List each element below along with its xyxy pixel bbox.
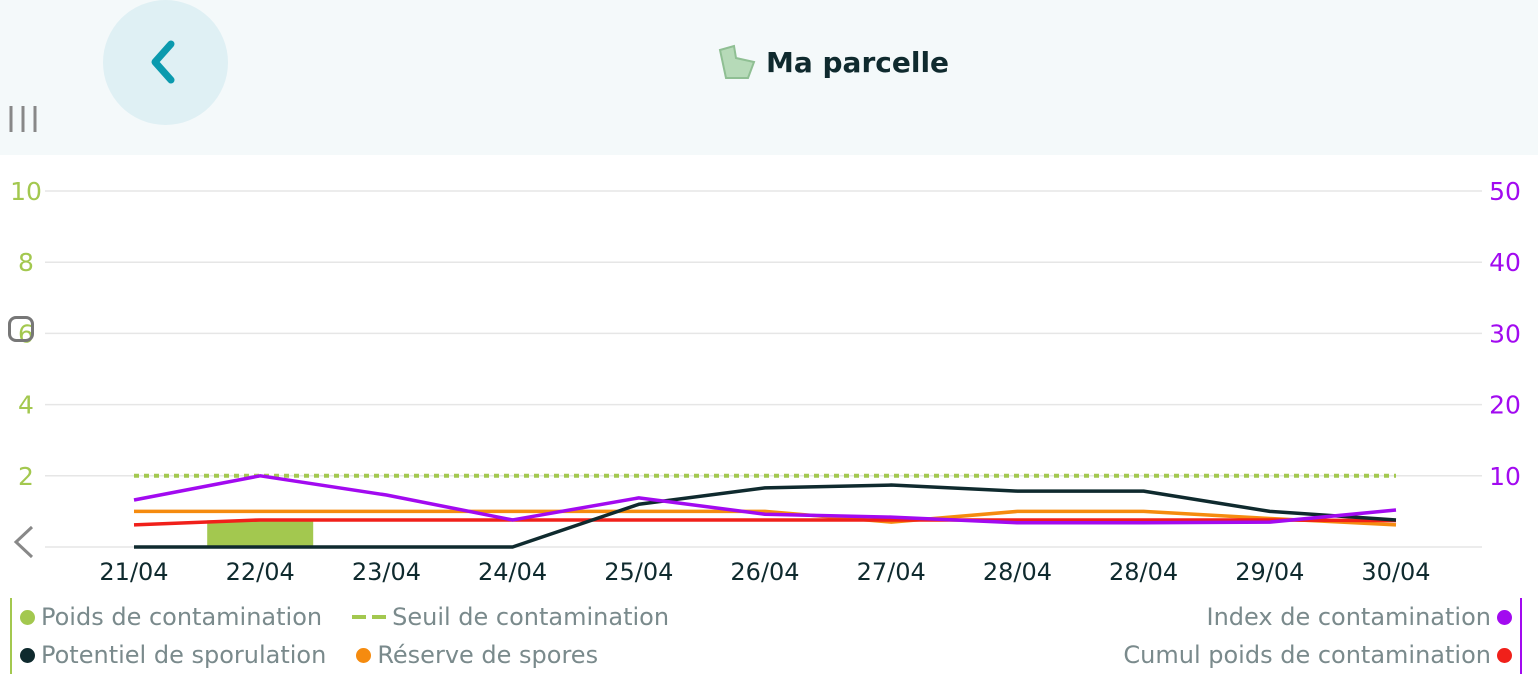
recent-apps-icon[interactable] (8, 104, 40, 134)
dot-icon (20, 647, 35, 663)
x-tick-label: 21/04 (99, 558, 168, 586)
x-tick-label: 28/04 (1109, 558, 1178, 586)
legend-left: Poids de contamination Seuil de contamin… (10, 598, 669, 674)
legend-poids[interactable]: Poids de contamination (20, 603, 322, 631)
dot-icon (1497, 647, 1512, 663)
dash-icon (352, 615, 387, 619)
legend-index[interactable]: Index de contamination (1207, 603, 1512, 631)
page-title-text: Ma parcelle (766, 45, 950, 79)
legend-right: Index de contamination Cumul poids de co… (1123, 598, 1522, 674)
legend-label: Poids de contamination (41, 603, 323, 631)
x-tick-label: 24/04 (478, 558, 547, 586)
chevron-left-icon (151, 40, 175, 84)
y-right-tick-label: 10 (1489, 462, 1521, 491)
y-left-tick-label: 4 (18, 391, 34, 420)
legend-sporulation[interactable]: Potentiel de sporulation (20, 641, 326, 669)
x-tick-label: 26/04 (730, 558, 799, 586)
home-icon[interactable] (8, 316, 34, 342)
legend-label: Potentiel de sporulation (41, 641, 327, 669)
parcel-map-icon (718, 44, 756, 79)
x-tick-label: 25/04 (604, 558, 673, 586)
dot-icon (356, 647, 372, 663)
legend-label: Index de contamination (1206, 603, 1491, 631)
x-tick-label: 22/04 (226, 558, 295, 586)
legend-seuil[interactable]: Seuil de contamination (352, 603, 669, 631)
legend-label: Cumul poids de contamination (1123, 641, 1491, 669)
x-tick-label: 30/04 (1361, 558, 1430, 586)
app-header: Ma parcelle (0, 0, 1538, 155)
y-right-tick-label: 50 (1489, 177, 1521, 206)
x-tick-label: 23/04 (352, 558, 421, 586)
y-right-tick-label: 30 (1489, 319, 1521, 348)
dot-icon (1497, 609, 1512, 625)
series-line-cumul-poids-de-contamination (133, 518, 1397, 527)
y-right-tick-label: 40 (1489, 248, 1521, 277)
series-line-potentiel-de-sporulation (134, 483, 1397, 549)
x-tick-label: 28/04 (983, 558, 1052, 586)
y-left-tick-label: 10 (10, 177, 42, 206)
legend-cumul[interactable]: Cumul poids de contamination (1123, 641, 1512, 669)
legend-label: Réserve de spores (377, 641, 599, 669)
series-line-index-de-contamination (133, 474, 1397, 525)
system-back-icon[interactable] (12, 525, 36, 559)
x-tick-label: 29/04 (1235, 558, 1304, 586)
y-right-tick-label: 20 (1489, 391, 1521, 420)
back-button[interactable] (103, 0, 228, 125)
y-left-tick-label: 2 (18, 462, 34, 491)
legend-reserve[interactable]: Réserve de spores (356, 641, 598, 669)
x-tick-label: 27/04 (857, 558, 926, 586)
page-title: Ma parcelle (718, 44, 949, 80)
y-left-tick-label: 8 (18, 248, 34, 277)
series-line-r-serve-de-spores (134, 509, 1397, 527)
dot-icon (20, 609, 35, 625)
bar-poids-contamination (207, 520, 314, 547)
legend-label: Seuil de contamination (392, 603, 670, 631)
